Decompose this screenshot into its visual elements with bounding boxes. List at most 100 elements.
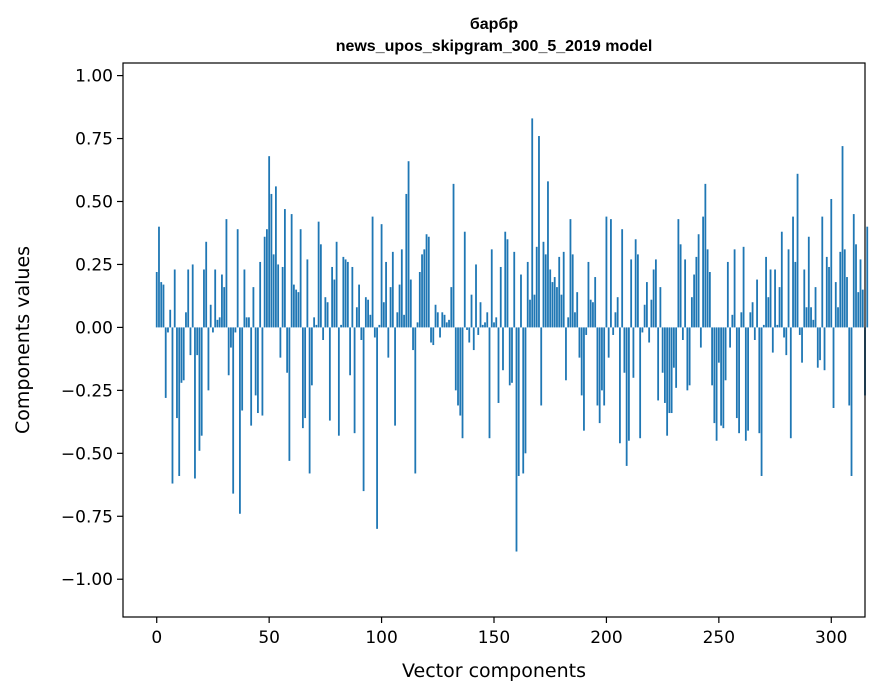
bar-212 [632, 327, 635, 378]
chart-title: барбр [470, 16, 518, 33]
bar-22 [205, 241, 208, 328]
bar-166 [529, 299, 531, 328]
bar-61 [292, 284, 295, 328]
bar-67 [306, 259, 309, 328]
bar-129 [445, 322, 448, 328]
bar-84 [344, 259, 347, 328]
bar-202 [610, 219, 612, 328]
bar-253 [724, 327, 727, 381]
bar-33 [230, 327, 232, 348]
bar-241 [697, 234, 700, 328]
bar-270 [762, 324, 765, 328]
bar-14 [187, 269, 190, 328]
bar-53 [275, 186, 277, 328]
bar-281 [787, 249, 790, 328]
bar-264 [749, 312, 752, 328]
bar-243 [702, 216, 705, 328]
bar-259 [738, 327, 740, 434]
bar-65 [301, 327, 304, 429]
bar-291 [810, 307, 812, 328]
bar-27 [216, 319, 219, 328]
bar-57 [283, 209, 286, 328]
bar-31 [225, 219, 228, 328]
bar-47 [261, 327, 264, 416]
bar-92 [362, 327, 365, 492]
bar-191 [585, 327, 588, 335]
bar-157 [508, 327, 511, 386]
bar-15 [189, 327, 192, 356]
bar-242 [699, 327, 702, 348]
bar-193 [589, 299, 592, 328]
bar-108 [398, 284, 401, 328]
bar-297 [823, 327, 826, 371]
bar-176 [551, 282, 554, 328]
bar-112 [407, 161, 410, 328]
bar-99 [378, 324, 381, 328]
bar-120 [425, 234, 428, 328]
bar-6 [169, 309, 172, 328]
bar-192 [587, 261, 590, 328]
bar-76 [326, 302, 329, 328]
bar-136 [461, 327, 464, 439]
bar-175 [549, 269, 552, 328]
bar-91 [360, 327, 363, 340]
bar-130 [448, 319, 450, 328]
bar-224 [659, 287, 662, 328]
bar-278 [780, 231, 783, 328]
bar-182 [565, 327, 567, 381]
bar-219 [648, 327, 651, 343]
bar-265 [751, 302, 754, 328]
bar-179 [558, 256, 561, 328]
bar-266 [753, 327, 756, 340]
bar-89 [355, 307, 358, 328]
bar-174 [547, 181, 549, 328]
bar-95 [369, 314, 372, 328]
bar-156 [506, 239, 509, 328]
bar-185 [571, 254, 574, 328]
bar-306 [843, 249, 846, 328]
bar-72 [317, 221, 320, 328]
bar-58 [286, 327, 289, 373]
bar-183 [567, 317, 570, 328]
y-tick-label: −1.00 [61, 570, 113, 590]
bar-258 [735, 327, 738, 419]
bar-233 [679, 244, 682, 328]
bar-10 [178, 327, 181, 476]
bar-169 [535, 246, 538, 328]
bar-214 [637, 254, 639, 328]
bar-275 [774, 269, 776, 328]
x-axis-label: Vector components [402, 660, 586, 682]
bar-304 [839, 251, 842, 328]
bar-124 [434, 304, 437, 328]
bar-23 [207, 327, 210, 391]
bar-103 [387, 327, 390, 358]
bar-197 [598, 327, 601, 424]
bar-279 [783, 327, 785, 338]
bar-300 [830, 198, 833, 328]
bar-2 [160, 282, 163, 328]
bar-8 [173, 269, 176, 328]
bar-244 [704, 183, 707, 328]
bar-24 [209, 304, 212, 328]
bar-181 [562, 251, 565, 328]
bar-80 [335, 241, 338, 328]
bar-3 [162, 284, 165, 328]
bar-210 [628, 327, 630, 441]
bar-66 [304, 327, 307, 419]
bar-26 [214, 269, 217, 328]
bar-267 [756, 279, 758, 328]
bar-147 [486, 312, 489, 328]
bar-302 [834, 282, 837, 328]
bar-255 [729, 327, 731, 348]
bar-198 [601, 327, 603, 391]
bar-0 [155, 272, 158, 328]
bar-113 [409, 279, 412, 328]
bar-238 [690, 297, 693, 328]
bar-165 [526, 261, 529, 328]
bar-39 [243, 269, 246, 328]
bar-245 [706, 249, 709, 328]
bar-223 [657, 327, 660, 401]
bar-299 [828, 266, 830, 328]
bar-115 [414, 327, 417, 474]
y-tick-label: −0.50 [61, 444, 113, 464]
